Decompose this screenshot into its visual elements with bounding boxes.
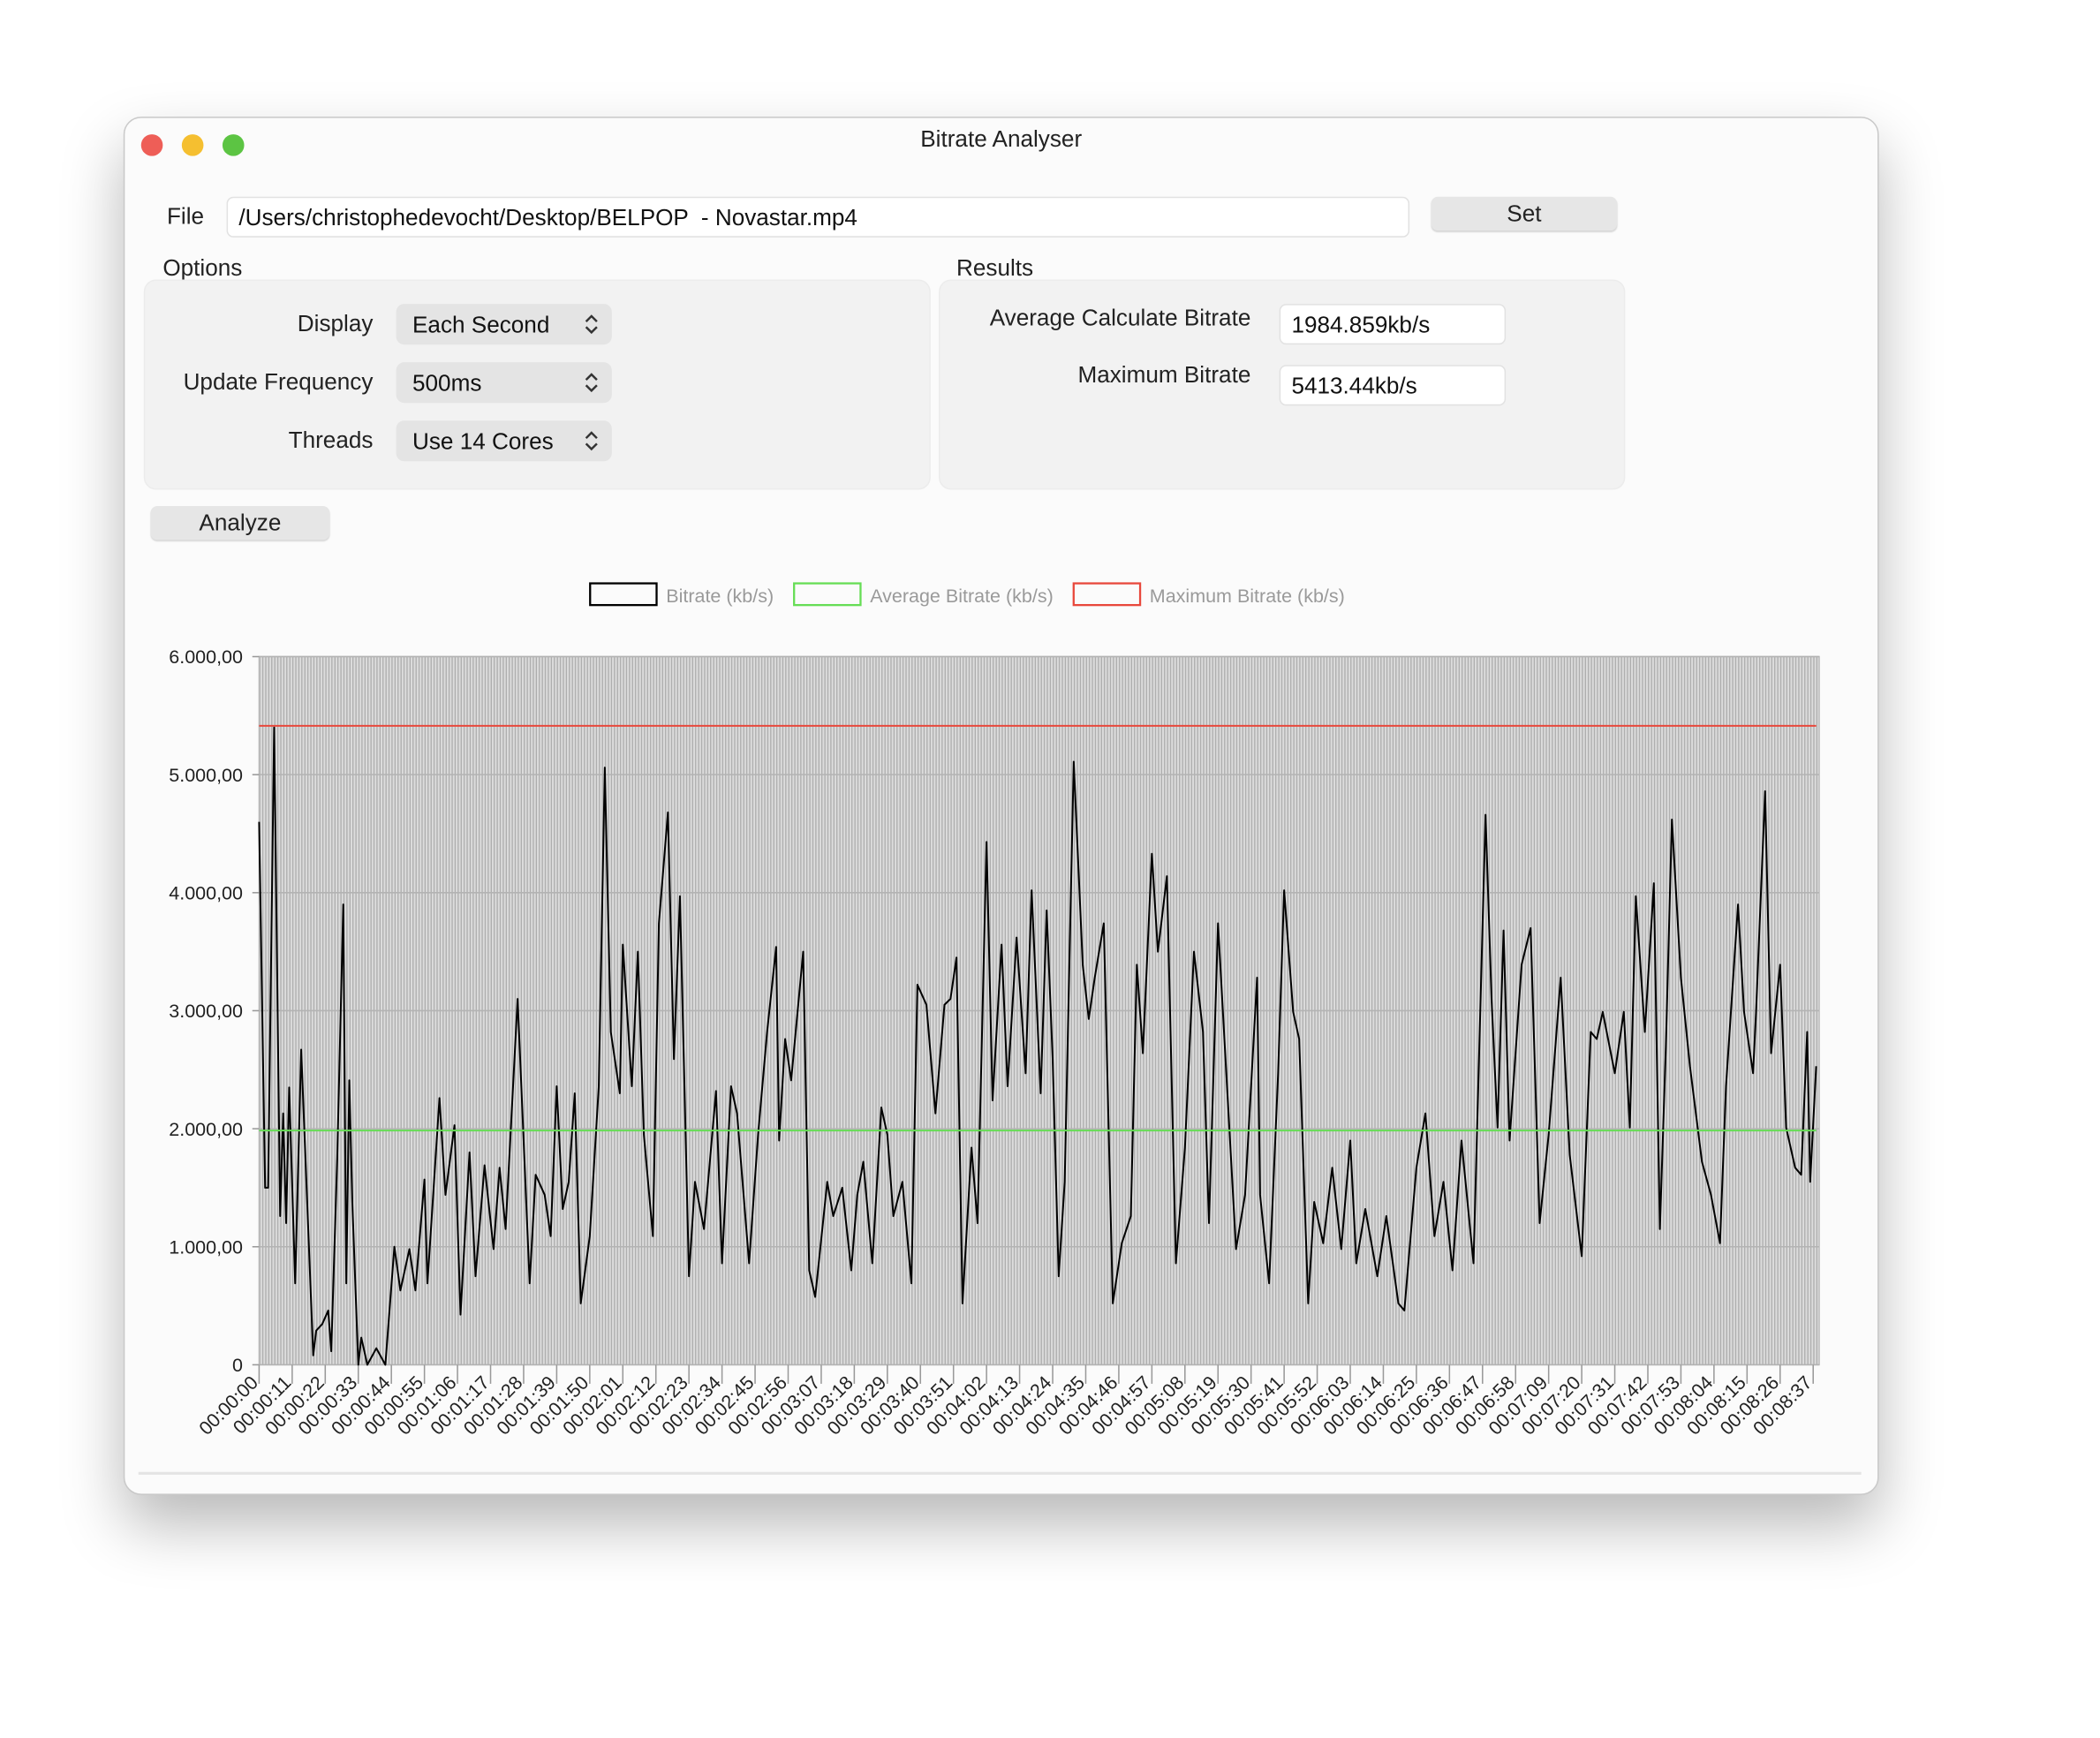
result-label: Average Calculate Bitrate <box>989 305 1251 331</box>
set-button[interactable]: Set <box>1431 196 1618 231</box>
chevron <box>585 373 598 393</box>
window: Bitrate Analyser File /Users/christophed… <box>123 117 1879 1495</box>
legend-swatch <box>589 582 658 607</box>
analyze-button[interactable]: Analyze <box>150 505 330 540</box>
zoom-button[interactable] <box>222 134 245 156</box>
legend-label: Bitrate (kb/s) <box>666 586 774 607</box>
y-tick-label: 3.000,00 <box>169 1001 243 1022</box>
option-value: Each Second <box>412 312 550 338</box>
result-field: 1984.859kb/s <box>1279 304 1507 345</box>
close-button[interactable] <box>140 134 163 156</box>
options-title: Options <box>162 254 243 281</box>
results-title: Results <box>956 254 1034 281</box>
legend-swatch <box>1072 582 1142 607</box>
option-value: Use 14 Cores <box>412 428 554 455</box>
window-title: Bitrate Analyser <box>920 125 1083 153</box>
y-tick-label: 4.000,00 <box>169 882 243 903</box>
option-label: Display <box>297 310 374 336</box>
result-field: 5413.44kb/s <box>1279 365 1507 406</box>
series-line <box>258 726 1817 1366</box>
option-value: 500ms <box>412 370 482 397</box>
option-popup[interactable]: Use 14 Cores <box>396 420 612 462</box>
minimize-button[interactable] <box>181 134 204 156</box>
option-popup[interactable]: 500ms <box>396 362 612 404</box>
file-path-field[interactable]: /Users/christophedevocht/Desktop/BELPOP … <box>226 196 1410 238</box>
chevron <box>585 431 598 451</box>
option-label: Update Frequency <box>183 368 374 396</box>
option-popup[interactable]: Each Second <box>396 304 612 345</box>
chevron <box>585 314 598 335</box>
y-tick-label: 1.000,00 <box>169 1236 243 1258</box>
chart: 0 1.000,00 2.000,00 3.000,00 4.000,00 5.000,0… <box>138 582 1862 1475</box>
result-label: Maximum Bitrate <box>1077 362 1251 389</box>
file-label: File <box>166 203 205 230</box>
option-label: Threads <box>288 427 374 454</box>
y-tick-label: 2.000,00 <box>169 1119 243 1140</box>
y-tick-label: 5.000,00 <box>169 765 243 786</box>
legend-label: Maximum Bitrate (kb/s) <box>1150 586 1345 607</box>
legend-swatch <box>793 582 862 607</box>
legend-label: Average Bitrate (kb/s) <box>870 586 1054 607</box>
y-tick-label: 6.000,00 <box>169 646 243 668</box>
y-tick-label: 0 <box>232 1355 243 1376</box>
